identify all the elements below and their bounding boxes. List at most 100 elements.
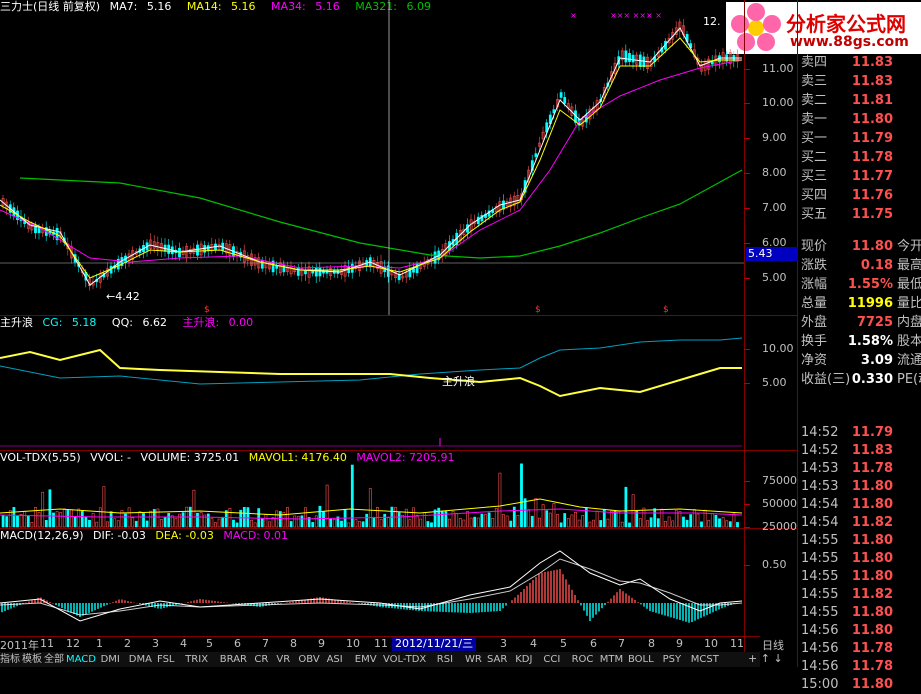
- tab-rsi[interactable]: RSI: [436, 654, 454, 665]
- volume-value: VOLUME: 3725.01: [140, 451, 240, 464]
- tab-dmi[interactable]: DMI: [100, 654, 120, 665]
- quote-label: 涨跌: [801, 258, 828, 273]
- quote-label: 外盘: [801, 315, 828, 330]
- volume-bar: [660, 508, 664, 528]
- tab-mcst[interactable]: MCST: [690, 654, 719, 665]
- tab-brar[interactable]: BRAR: [219, 654, 247, 665]
- tab-macd[interactable]: MACD: [66, 654, 96, 665]
- candle: [152, 241, 156, 249]
- volume-bar: [696, 513, 700, 528]
- date-tick-label: 6: [590, 637, 597, 650]
- cursor-date: 2012/11/21/三: [392, 637, 477, 651]
- tab-cr[interactable]: CR: [254, 654, 269, 665]
- volume-bar: [340, 520, 343, 528]
- cg-value: 5.18: [71, 316, 97, 329]
- volume-bar: [232, 519, 235, 528]
- tab-trix[interactable]: TRIX: [185, 654, 209, 665]
- volume-bar: [710, 513, 714, 528]
- tab-roc[interactable]: ROC: [571, 654, 594, 665]
- tab-cci[interactable]: CCI: [543, 654, 561, 665]
- volume-bar: [52, 512, 55, 528]
- svg-text:$: $: [204, 305, 210, 315]
- tick-time: 14:55: [801, 605, 839, 620]
- tab-全部[interactable]: 全部: [44, 654, 64, 665]
- period-label[interactable]: 日线: [762, 639, 784, 652]
- tab-boll[interactable]: BOLL: [628, 654, 654, 665]
- quote-row: 涨跌 0.18 最高: [797, 257, 921, 275]
- axis-tick-mark: [744, 349, 750, 350]
- volume-bar: [44, 519, 48, 528]
- tab-模板[interactable]: 模板: [22, 654, 42, 665]
- volume-bar: [422, 512, 426, 528]
- quote-row: 外盘 7725 内盘: [797, 314, 921, 332]
- candle: [314, 267, 318, 277]
- indicator-tabs[interactable]: 指标 模板 全部 MACD DMI DMA FSL TRIX BRAR CR VR OBV ASI EMV…: [0, 652, 760, 667]
- volume-bar: [512, 506, 516, 528]
- scroll-up-icon[interactable]: ↑: [760, 652, 770, 665]
- order-price: 11.79: [851, 131, 893, 146]
- axis-tick-mark: [744, 243, 750, 244]
- volume-bar: [120, 510, 124, 528]
- volume-bar: [678, 511, 682, 528]
- candle: [707, 58, 711, 70]
- quote-value: 0.330: [851, 372, 893, 387]
- volume-bar: [293, 515, 297, 528]
- zsl-panel[interactable]: 主升浪 CG: 5.18 QQ: 6.62 主升浪: 0.00 主升浪: [0, 316, 744, 450]
- date-tick-label: 3: [152, 637, 159, 650]
- date-axis[interactable]: 2011年11121234567891011234567891011: [0, 637, 744, 652]
- quote-value: 3.09: [860, 353, 893, 368]
- tab-obv[interactable]: OBV: [298, 654, 320, 665]
- volume-bar: [325, 484, 329, 528]
- quote-row: 总量 11996 量比: [797, 295, 921, 313]
- order-price: 11.75: [851, 207, 893, 222]
- tab-wr[interactable]: WR: [465, 654, 482, 665]
- tab-fsl[interactable]: FSL: [157, 654, 175, 665]
- tab-kdj[interactable]: KDJ: [515, 654, 533, 665]
- price-panel[interactable]: 三力士(日线 前复权) MA7: 5.16 MA14: 5.16 MA34: 5…: [0, 0, 744, 315]
- scroll-left-icon[interactable]: +: [748, 652, 758, 665]
- volume-bar: [358, 520, 361, 528]
- volume-bar: [491, 518, 495, 528]
- candle: [394, 271, 397, 279]
- tick-time: 14:52: [801, 443, 839, 458]
- volume-bar: [329, 518, 333, 528]
- tab-vr[interactable]: VR: [276, 654, 291, 665]
- volume-bar: [1, 515, 5, 528]
- volume-bar: [703, 509, 707, 528]
- tab-vol-tdx[interactable]: VOL-TDX: [383, 654, 427, 665]
- candle: [494, 206, 498, 212]
- tab-dma[interactable]: DMA: [128, 654, 152, 665]
- volume-bar: [134, 520, 138, 528]
- tab-emv[interactable]: EMV: [354, 654, 377, 665]
- volume-bar: [430, 522, 433, 528]
- volume-bar: [23, 510, 27, 528]
- volume-bar: [505, 515, 509, 528]
- tick-time: 14:56: [801, 659, 839, 674]
- volume-bar: [689, 514, 693, 528]
- ma14-value: 5.16: [231, 0, 256, 13]
- scroll-down-icon[interactable]: ↓: [773, 652, 783, 665]
- volume-bar: [77, 508, 81, 528]
- volume-bar: [494, 507, 498, 528]
- macd-panel[interactable]: MACD(12,26,9) DIF: -0.03 DEA: -0.03 MACD…: [0, 529, 744, 636]
- order-book-row: 卖四 11.83: [797, 54, 921, 72]
- tab-scroll-controls[interactable]: + ↑ ↓: [748, 652, 796, 667]
- chart-right-border: [744, 0, 745, 652]
- tab-sar[interactable]: SAR: [487, 654, 508, 665]
- tab-asi[interactable]: ASI: [326, 654, 343, 665]
- volume-bar: [523, 498, 527, 528]
- volume-bar: [484, 514, 487, 528]
- tab-psy[interactable]: PSY: [662, 654, 682, 665]
- order-label: 买一: [801, 131, 828, 146]
- candle: [300, 268, 304, 276]
- volume-bar: [26, 515, 30, 528]
- candle: [678, 21, 682, 32]
- volume-panel[interactable]: VOL-TDX(5,55) VVOL: - VOLUME: 3725.01 MA…: [0, 451, 744, 528]
- tab-指标[interactable]: 指标: [0, 654, 20, 665]
- tab-mtm[interactable]: MTM: [599, 654, 624, 665]
- order-label: 买四: [801, 188, 828, 203]
- volume-bar: [70, 509, 73, 528]
- volume-bar: [361, 521, 365, 528]
- volume-bar: [548, 512, 552, 528]
- quote-label: 现价: [801, 239, 828, 254]
